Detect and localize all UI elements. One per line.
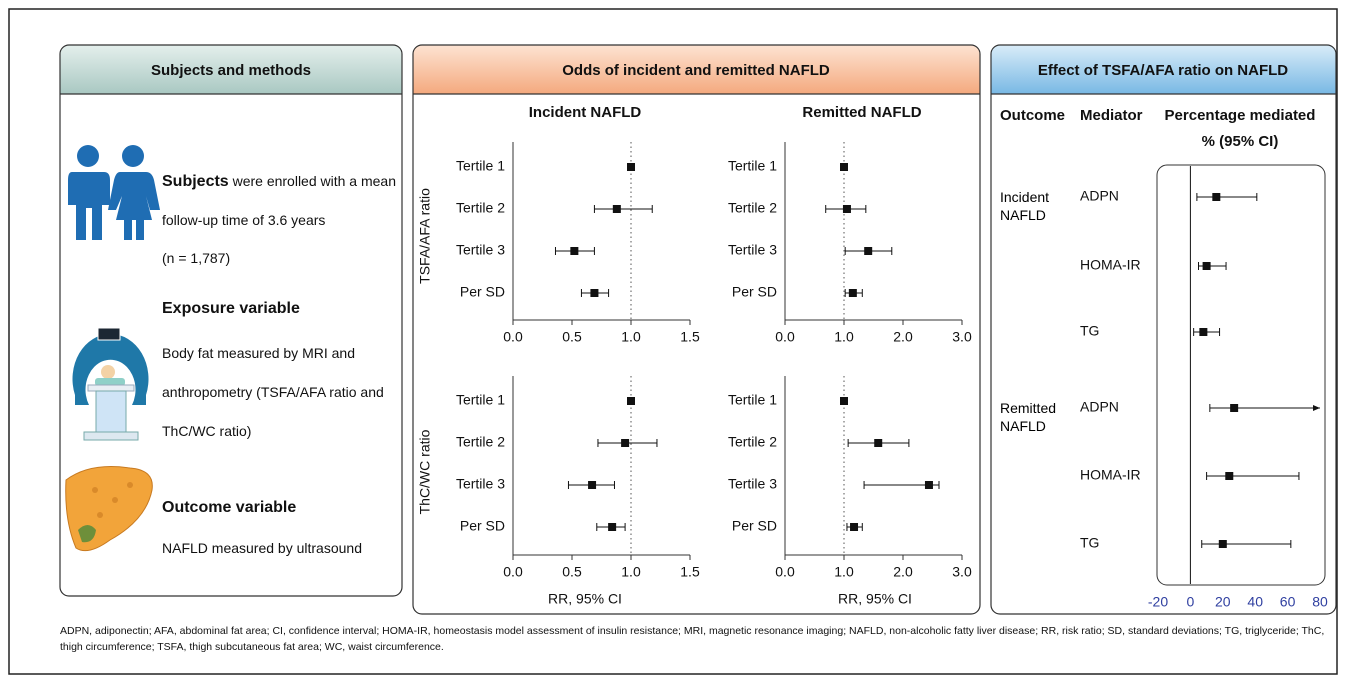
x-tick-label: 1.0 — [834, 329, 854, 345]
mediator-label: TG — [1080, 535, 1099, 551]
point-estimate — [588, 481, 596, 489]
graphical-abstract: Subjects and methods Odds of incident an… — [0, 0, 1346, 683]
column-header: Mediator — [1080, 107, 1143, 124]
outcome-label: Incident NAFLD — [1000, 188, 1070, 224]
panel-title: Effect of TSFA/AFA ratio on NAFLD — [1038, 62, 1288, 79]
mediator-label: HOMA-IR — [1080, 467, 1141, 483]
point-estimate — [627, 397, 635, 405]
subjects-n: (n = 1,787) — [162, 239, 412, 277]
category-label: Tertile 2 — [456, 434, 505, 450]
category-label: Per SD — [732, 518, 777, 534]
x-tick-label: 1.0 — [834, 564, 854, 580]
x-tick-label: 0.5 — [562, 329, 582, 345]
category-label: Tertile 1 — [728, 392, 777, 408]
point-estimate — [843, 205, 851, 213]
exposure-text: Body fat measured by MRI and anthropomet… — [162, 334, 387, 451]
mri-icon — [73, 328, 149, 440]
point-estimate — [1203, 262, 1211, 270]
mediator-label: HOMA-IR — [1080, 257, 1141, 273]
point-estimate — [590, 289, 598, 297]
point-estimate — [864, 247, 872, 255]
point-estimate — [874, 439, 882, 447]
point-estimate — [621, 439, 629, 447]
x-tick-label: 0.5 — [562, 564, 582, 580]
x-tick-label: 2.0 — [893, 329, 913, 345]
category-label: Tertile 1 — [456, 392, 505, 408]
category-label: Tertile 1 — [456, 158, 505, 174]
outcome-label: Remitted NAFLD — [1000, 399, 1070, 435]
point-estimate — [850, 523, 858, 531]
x-tick-label: 0.0 — [775, 329, 795, 345]
outcome-heading: Outcome variable — [162, 499, 296, 517]
ci-arrow — [1313, 405, 1320, 411]
x-tick-label: 1.5 — [680, 329, 700, 345]
point-estimate — [925, 481, 933, 489]
mediator-label: TG — [1080, 323, 1099, 339]
footnote: ADPN, adiponectin; AFA, abdominal fat ar… — [60, 623, 1332, 655]
point-estimate — [1225, 472, 1233, 480]
point-estimate — [840, 397, 848, 405]
point-estimate — [1230, 404, 1238, 412]
x-axis-label: RR, 95% CI — [548, 591, 622, 607]
category-label: Tertile 3 — [728, 476, 777, 492]
panel-title: Odds of incident and remitted NAFLD — [562, 62, 830, 79]
column-header: % (95% CI) — [1202, 133, 1279, 150]
point-estimate — [608, 523, 616, 531]
subjects-heading: Subjects — [162, 173, 229, 190]
row-title: ThC/WC ratio — [417, 429, 433, 514]
category-label: Tertile 2 — [728, 434, 777, 450]
point-estimate — [613, 205, 621, 213]
x-tick-label: 0.0 — [775, 564, 795, 580]
mediator-label: ADPN — [1080, 188, 1119, 204]
point-estimate — [1219, 540, 1227, 548]
outcome-text: NAFLD measured by ultrasound — [162, 540, 362, 556]
liver-icon — [66, 467, 153, 551]
x-tick-label: 1.0 — [621, 329, 641, 345]
x-tick-label: 1.5 — [680, 564, 700, 580]
mediator-label: ADPN — [1080, 399, 1119, 415]
point-estimate — [1212, 193, 1220, 201]
column-title: Remitted NAFLD — [802, 104, 921, 121]
people-icon — [68, 145, 160, 240]
row-title: TSFA/AFA ratio — [417, 188, 433, 284]
x-tick-label: 3.0 — [952, 329, 972, 345]
category-label: Tertile 2 — [456, 200, 505, 216]
point-estimate — [840, 163, 848, 171]
point-estimate — [627, 163, 635, 171]
x-tick-label: 80 — [1312, 594, 1328, 610]
category-label: Tertile 3 — [456, 476, 505, 492]
category-label: Tertile 3 — [456, 242, 505, 258]
panel-title: Subjects and methods — [151, 62, 311, 79]
column-title: Incident NAFLD — [529, 104, 642, 121]
column-header: Outcome — [1000, 107, 1065, 124]
category-label: Per SD — [460, 518, 505, 534]
subjects-text: Subjects were enrolled with a mean follo… — [162, 162, 412, 277]
x-tick-label: 1.0 — [621, 564, 641, 580]
point-estimate — [849, 289, 857, 297]
x-axis-label: RR, 95% CI — [838, 591, 912, 607]
x-tick-label: 60 — [1280, 594, 1296, 610]
x-tick-label: 2.0 — [893, 564, 913, 580]
category-label: Tertile 2 — [728, 200, 777, 216]
category-label: Tertile 1 — [728, 158, 777, 174]
x-tick-label: 0.0 — [503, 329, 523, 345]
category-label: Tertile 3 — [728, 242, 777, 258]
x-tick-label: 3.0 — [952, 564, 972, 580]
x-tick-label: 0.0 — [503, 564, 523, 580]
exposure-heading: Exposure variable — [162, 300, 300, 318]
category-label: Per SD — [460, 284, 505, 300]
category-label: Per SD — [732, 284, 777, 300]
x-tick-label: -20 — [1148, 594, 1168, 610]
x-tick-label: 0 — [1187, 594, 1195, 610]
x-tick-label: 20 — [1215, 594, 1231, 610]
column-header: Percentage mediated — [1165, 107, 1316, 124]
point-estimate — [570, 247, 578, 255]
x-tick-label: 40 — [1247, 594, 1263, 610]
point-estimate — [1199, 328, 1207, 336]
